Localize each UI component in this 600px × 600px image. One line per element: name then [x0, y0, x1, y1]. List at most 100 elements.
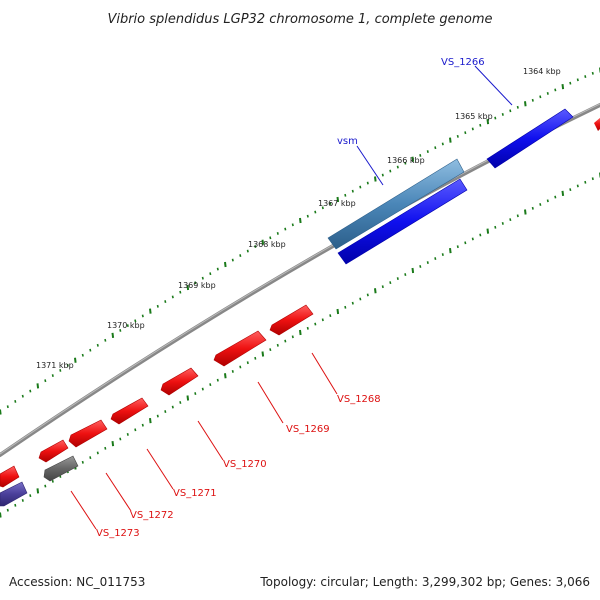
- outer-tick: [149, 308, 152, 314]
- inner-tick: [486, 228, 490, 234]
- outer-tick: [531, 98, 534, 102]
- inner-tick: [156, 414, 159, 418]
- inner-tick: [284, 339, 287, 343]
- inner-tick: [51, 479, 54, 483]
- outer-tick: [411, 156, 415, 162]
- inner-tick: [179, 401, 182, 404]
- scale-labels: 1364 kbp 1365 kbp 1366 kbp 1367 kbp 1368 kbp…: [36, 67, 561, 370]
- outer-tick: [584, 75, 587, 78]
- inner-tick: [524, 209, 527, 215]
- gene-vs1267-arrow[interactable]: [337, 178, 468, 265]
- inner-tick: [239, 365, 242, 369]
- gene-label-vs1270[interactable]: VS_1270: [223, 459, 267, 470]
- inner-tick: [584, 180, 587, 184]
- outer-tick: [291, 223, 294, 227]
- outer-tick: [434, 146, 437, 150]
- outer-tick: [591, 71, 594, 75]
- outer-tick: [179, 290, 182, 294]
- inner-tick: [441, 253, 444, 257]
- inner-tick: [464, 241, 467, 245]
- gene-vs1273-arrow[interactable]: [38, 439, 69, 463]
- inner-tick: [366, 293, 369, 297]
- outer-tick: [479, 123, 482, 127]
- gene-label-vsm[interactable]: vsm: [337, 136, 358, 147]
- outer-tick: [209, 272, 212, 276]
- inner-tick: [291, 335, 294, 339]
- outer-tick: [374, 176, 377, 182]
- gene-vs1268-arrow[interactable]: [269, 304, 314, 336]
- outer-tick: [59, 368, 62, 372]
- inner-tick: [246, 361, 249, 365]
- map-title: Vibrio splendidus LGP32 chromosome 1, co…: [107, 12, 492, 27]
- outer-tick: [6, 405, 9, 409]
- outer-tick: [546, 91, 549, 95]
- outer-tick: [449, 137, 452, 143]
- gene-label-vs1271[interactable]: VS_1271: [173, 488, 217, 499]
- outer-tick: [396, 165, 399, 169]
- inner-tick: [224, 373, 227, 379]
- inner-tick: [494, 225, 497, 229]
- gene-left-edge-red[interactable]: [0, 465, 20, 488]
- inner-tick: [351, 301, 354, 305]
- inner-tick: [501, 222, 504, 225]
- outer-tick: [216, 267, 219, 271]
- outer-tick: [426, 150, 429, 153]
- inner-tick: [29, 494, 32, 498]
- inner-tick: [269, 348, 272, 352]
- inner-tick: [449, 248, 452, 254]
- inner-tick: [591, 177, 594, 181]
- scale-label-1366-kbp: 1366 kbp: [387, 156, 425, 165]
- gene-label-vs1266[interactable]: VS_1266: [441, 57, 485, 68]
- inner-tick: [569, 188, 572, 192]
- inner-tick: [396, 277, 399, 281]
- outer-tick: [389, 169, 392, 173]
- inner-tick: [516, 214, 519, 218]
- gene-vs1269-arrow[interactable]: [213, 330, 267, 367]
- outer-tick: [14, 400, 17, 403]
- inner-tick: [299, 329, 302, 336]
- gene-edge-right[interactable]: [594, 117, 600, 131]
- gene-grey-arrow[interactable]: [43, 455, 79, 482]
- inner-tick: [201, 387, 204, 391]
- outer-tick: [224, 261, 227, 268]
- inner-tick: [359, 297, 362, 301]
- inner-tick: [171, 405, 174, 409]
- outer-tick: [239, 254, 242, 257]
- outer-tick: [306, 214, 309, 218]
- inner-tick: [44, 484, 47, 488]
- inner-tick: [434, 257, 437, 260]
- inner-tick: [426, 261, 429, 264]
- gene-label-vs1272[interactable]: VS_1272: [130, 510, 174, 521]
- outer-tick: [96, 343, 99, 347]
- inner-tick: [381, 285, 384, 289]
- gene-left-edge-purple[interactable]: [0, 481, 28, 507]
- inner-tick: [539, 203, 542, 206]
- scale-label-1369-kbp: 1369 kbp: [178, 281, 216, 290]
- gene-vs1272-arrow[interactable]: [68, 419, 108, 448]
- gene-vs1270-arrow[interactable]: [160, 367, 199, 396]
- gene-label-vs1268[interactable]: VS_1268: [337, 394, 381, 405]
- gene-vs1271-arrow[interactable]: [110, 397, 149, 425]
- outer-tick: [456, 134, 459, 138]
- outer-tick: [501, 112, 504, 116]
- gene-label-vs1269[interactable]: VS_1269: [286, 424, 330, 435]
- inner-tick: [479, 233, 482, 237]
- outer-tick: [464, 131, 467, 135]
- gene-vs1266-arrow[interactable]: [486, 108, 574, 169]
- inner-tick: [231, 369, 234, 373]
- inner-tick: [456, 245, 459, 249]
- inner-tick: [209, 383, 212, 387]
- inner-tick: [81, 460, 84, 464]
- outer-tick: [299, 217, 302, 224]
- gene-vsm-arrow[interactable]: [327, 158, 465, 250]
- inner-tick: [194, 392, 197, 395]
- gene-label-vs1273[interactable]: VS_1273: [96, 528, 140, 539]
- inner-tick: [389, 281, 392, 285]
- outer-tick: [366, 181, 369, 185]
- scale-label-1365-kbp: 1365 kbp: [455, 112, 493, 121]
- outer-tick: [44, 379, 47, 383]
- outer-tick: [171, 295, 174, 299]
- outer-tick: [561, 83, 565, 90]
